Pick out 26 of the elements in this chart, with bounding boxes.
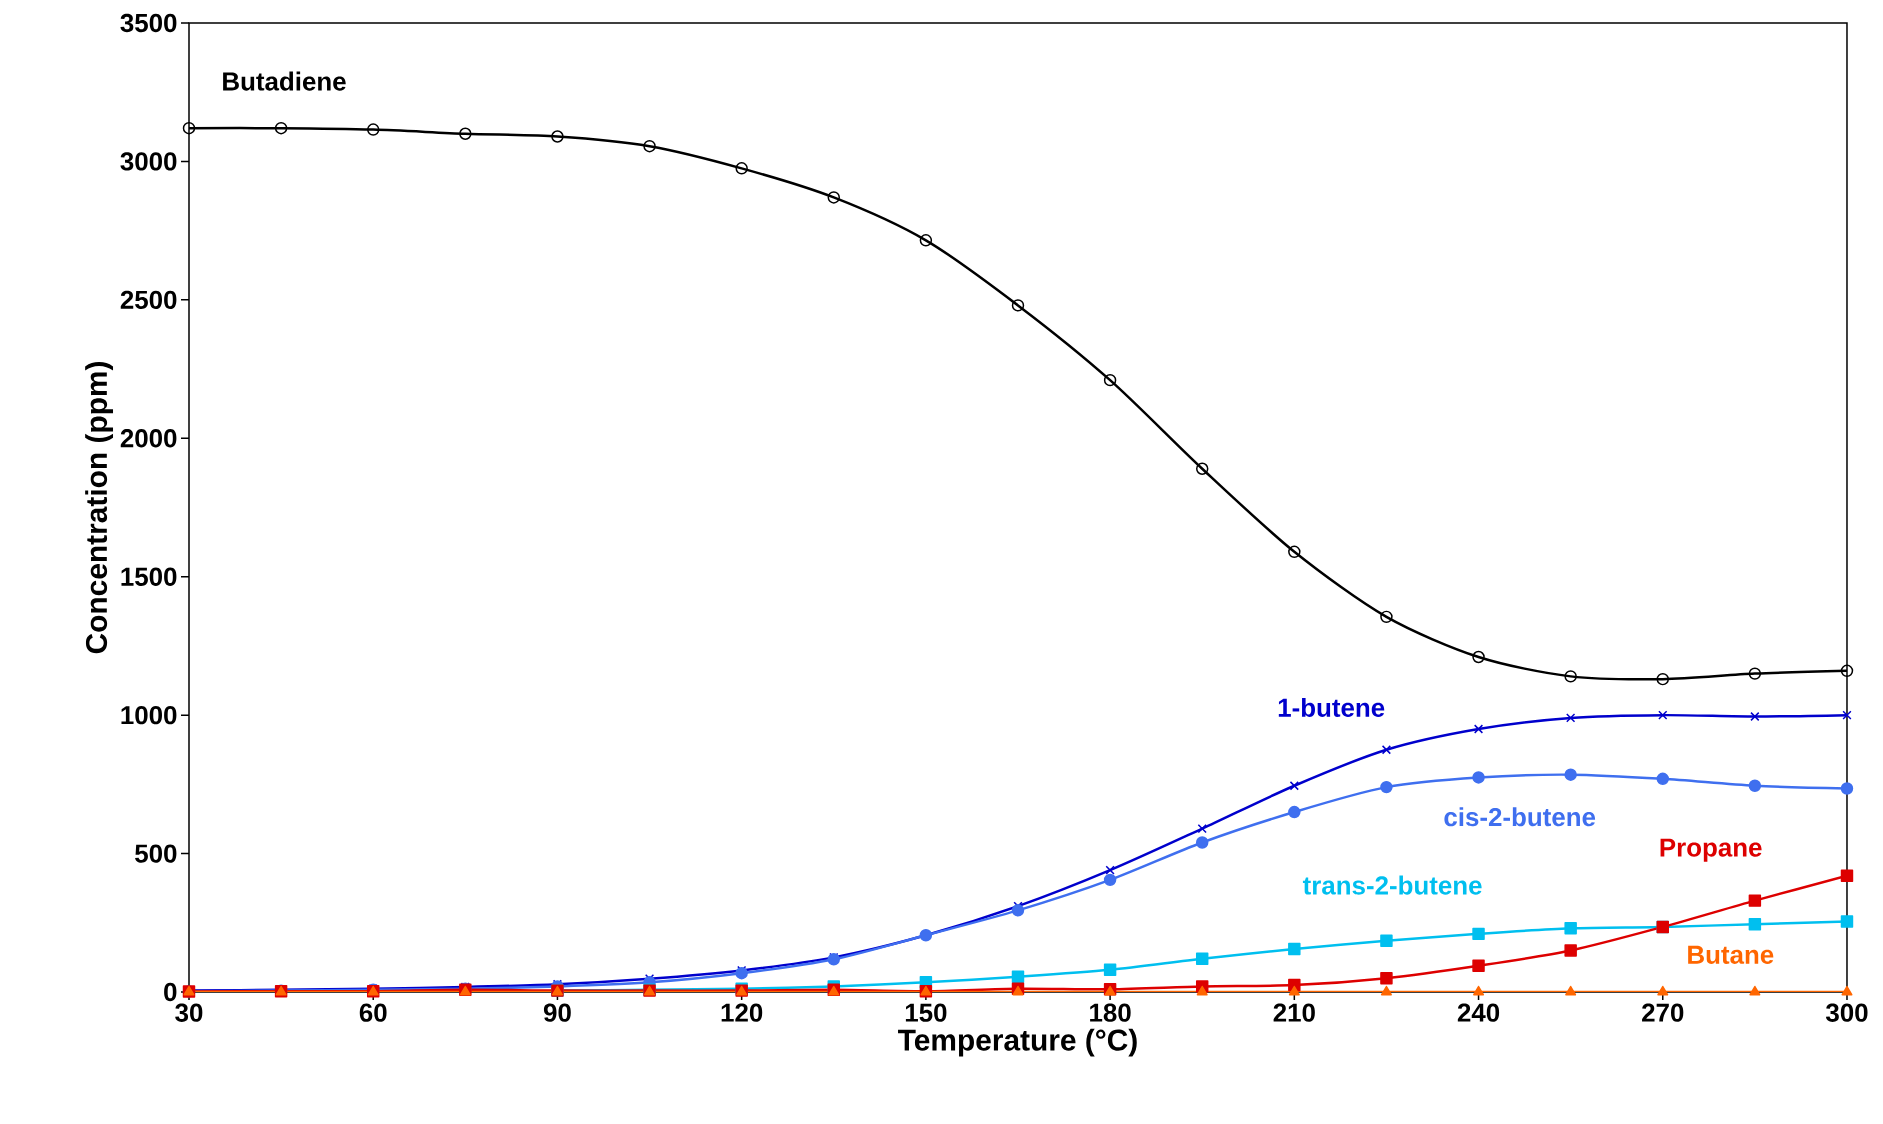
series-label: cis-2-butene (1444, 807, 1596, 827)
y-axis-title: Concentration (ppm) (85, 362, 114, 654)
x-tick-label: 30 (175, 1003, 203, 1022)
series-label: Propane (1660, 838, 1762, 862)
y-tick-label: 0 (164, 982, 177, 1002)
x-tick-label: 60 (359, 1003, 387, 1022)
x-tick-label: 300 (1825, 1003, 1868, 1022)
series-label: trans-2-butene (1302, 875, 1482, 895)
x-tick-label: 240 (1457, 1003, 1500, 1022)
x-tick-label: 180 (1090, 1003, 1131, 1022)
x-tick-label: 150 (905, 1003, 947, 1022)
series-label: Butadiene (223, 71, 346, 91)
x-tick-label: 90 (543, 1003, 571, 1022)
series-label: Butane (1688, 945, 1774, 964)
x-tick-label: 270 (1642, 1003, 1684, 1022)
x-tick-label: 210 (1273, 1003, 1315, 1022)
y-tick-label: 500 (135, 844, 177, 863)
y-tick-label: 3500 (120, 13, 177, 33)
y-tick-label: 1500 (121, 567, 177, 586)
x-axis-title: Temperature (°C) (898, 1028, 1137, 1057)
x-tick-label: 120 (721, 1003, 763, 1022)
y-tick-label: 2000 (120, 429, 177, 448)
y-tick-label: 3000 (120, 152, 177, 171)
y-tick-label: 1000 (121, 705, 177, 725)
series-label: 1-butene (1278, 697, 1385, 717)
y-tick-label: 2500 (120, 290, 177, 310)
